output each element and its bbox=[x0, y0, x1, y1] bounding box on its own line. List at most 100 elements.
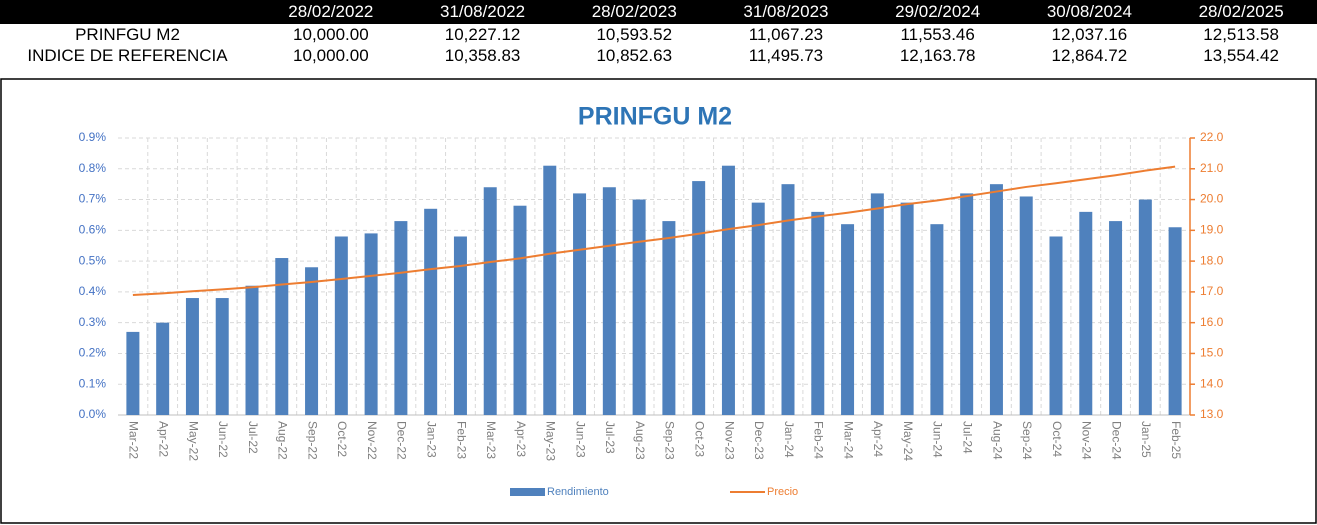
x-tick-label: Jan-25 bbox=[1139, 421, 1153, 458]
x-tick-label: Aug-23 bbox=[633, 421, 647, 460]
y2-tick-label: 18.0 bbox=[1200, 253, 1224, 267]
chart-frame bbox=[0, 78, 1317, 524]
header-cell: 28/02/2023 bbox=[558, 0, 711, 24]
x-tick-label: Jan-23 bbox=[424, 421, 438, 458]
bar bbox=[930, 224, 944, 415]
header-cell: 30/08/2024 bbox=[1013, 0, 1166, 24]
bar bbox=[811, 211, 825, 415]
y-tick-label: 0.5% bbox=[79, 253, 107, 267]
x-tick-label: May-22 bbox=[186, 421, 200, 461]
x-tick-label: Apr-22 bbox=[156, 421, 170, 457]
table-row: PRINFGU M2 10,000.00 10,227.12 10,593.52 11,… bbox=[0, 24, 1317, 45]
header-row: 28/02/2022 31/08/2022 28/02/2023 31/08/2023… bbox=[0, 0, 1317, 24]
y2-tick-label: 20.0 bbox=[1200, 192, 1224, 206]
x-tick-label: Jul-23 bbox=[603, 421, 617, 454]
x-tick-label: Oct-22 bbox=[335, 421, 349, 457]
bar bbox=[394, 221, 408, 415]
table-cell: 11,495.73 bbox=[748, 46, 824, 65]
x-tick-label: Aug-22 bbox=[276, 421, 290, 460]
y-tick-label: 0.8% bbox=[79, 161, 107, 175]
bar bbox=[1109, 221, 1123, 415]
x-tick-label: Sep-24 bbox=[1020, 421, 1034, 460]
bar bbox=[275, 258, 289, 415]
x-tick-label: May-24 bbox=[901, 421, 915, 461]
bar bbox=[245, 285, 259, 415]
header-cell: 29/02/2024 bbox=[861, 0, 1014, 24]
bar bbox=[632, 199, 646, 415]
x-tick-label: Jul-22 bbox=[246, 421, 260, 454]
bar bbox=[989, 184, 1003, 415]
x-tick-label: Feb-25 bbox=[1169, 421, 1183, 459]
header-cell: 31/08/2023 bbox=[710, 0, 862, 24]
x-tick-label: Mar-24 bbox=[841, 421, 855, 459]
y-tick-label: 0.1% bbox=[79, 376, 107, 390]
x-tick-label: Nov-23 bbox=[722, 421, 736, 460]
bar bbox=[900, 202, 914, 415]
table-cell: 10,000.00 bbox=[293, 46, 369, 65]
y-tick-label: 0.3% bbox=[79, 315, 107, 329]
chart: PRINFGU M2 0.0% 0.1% 0.2% 0.3% 0.4% 0.5% 0.6% 0… bbox=[0, 78, 1317, 524]
x-tick-label: May-23 bbox=[544, 421, 558, 461]
bar bbox=[513, 205, 527, 415]
table-cell: 12,513.58 bbox=[1203, 25, 1279, 44]
table-cell: 10,852.63 bbox=[596, 46, 673, 65]
bar bbox=[960, 193, 974, 415]
x-tick-label: Feb-23 bbox=[454, 421, 468, 459]
y2-tick-label: 14.0 bbox=[1200, 376, 1224, 390]
table-cell: 10,000.00 bbox=[293, 25, 369, 44]
bar bbox=[1168, 227, 1182, 415]
legend-label: Rendimiento bbox=[547, 486, 609, 498]
bar bbox=[870, 193, 884, 415]
table-cell: 11,553.46 bbox=[900, 25, 975, 44]
y2-tick-label: 19.0 bbox=[1200, 223, 1224, 237]
y-tick-label: 0.7% bbox=[79, 192, 107, 206]
x-tick-label: Dec-24 bbox=[1109, 421, 1123, 460]
x-tick-label: Mar-23 bbox=[484, 421, 498, 459]
row-label: INDICE DE REFERENCIA bbox=[27, 46, 228, 65]
summary-table: 28/02/2022 31/08/2022 28/02/2023 31/08/2023… bbox=[0, 0, 1317, 66]
x-tick-label: Jul-24 bbox=[960, 421, 974, 454]
bar bbox=[1079, 211, 1093, 415]
x-tick-label: Apr-24 bbox=[871, 421, 885, 457]
chart-title: PRINFGU M2 bbox=[578, 103, 732, 131]
header-cell: 31/08/2022 bbox=[406, 0, 559, 24]
x-tick-label: Mar-22 bbox=[127, 421, 141, 459]
x-tick-label: Dec-23 bbox=[752, 421, 766, 460]
x-tick-label: Nov-24 bbox=[1080, 421, 1094, 460]
y-tick-label: 0.6% bbox=[79, 223, 107, 237]
x-tick-label: Sep-23 bbox=[663, 421, 677, 460]
bar bbox=[602, 187, 616, 415]
y-tick-label: 0.9% bbox=[79, 130, 107, 144]
y2-tick-label: 16.0 bbox=[1200, 315, 1224, 329]
y-tick-label: 0.2% bbox=[79, 346, 107, 360]
x-tick-label: Aug-24 bbox=[990, 421, 1004, 460]
x-tick-label: Oct-23 bbox=[692, 421, 706, 457]
bar bbox=[305, 267, 319, 415]
table-cell: 12,037.16 bbox=[1051, 25, 1128, 44]
y2-tick-label: 21.0 bbox=[1200, 161, 1224, 175]
table-cell: 10,593.52 bbox=[596, 25, 673, 44]
x-tick-label: Feb-24 bbox=[812, 421, 826, 459]
table-row: INDICE DE REFERENCIA 10,000.00 10,358.83 10… bbox=[0, 45, 1317, 66]
header-cell: 28/02/2022 bbox=[255, 0, 407, 24]
x-tick-label: Sep-22 bbox=[305, 421, 319, 460]
x-tick-label: Jan-24 bbox=[782, 421, 796, 458]
y2-tick-label: 15.0 bbox=[1200, 346, 1224, 360]
bar bbox=[334, 236, 348, 415]
x-tick-label: Dec-22 bbox=[395, 421, 409, 460]
y2-tick-label: 22.0 bbox=[1200, 130, 1224, 144]
x-tick-label: Apr-23 bbox=[514, 421, 528, 457]
x-tick-label: Jun-23 bbox=[573, 421, 587, 458]
x-tick-label: Oct-24 bbox=[1050, 421, 1064, 457]
bar bbox=[662, 221, 676, 415]
table-cell: 10,358.83 bbox=[444, 46, 521, 65]
bar bbox=[841, 224, 855, 415]
bar bbox=[1138, 199, 1152, 415]
bar bbox=[453, 236, 467, 415]
table-cell: 12,864.72 bbox=[1051, 46, 1128, 65]
table-cell: 12,163.78 bbox=[899, 46, 976, 65]
header-cell: 28/02/2025 bbox=[1165, 0, 1317, 24]
y2-tick-label: 13.0 bbox=[1200, 407, 1224, 421]
legend-label: Precio bbox=[767, 486, 798, 498]
bar bbox=[573, 193, 587, 415]
